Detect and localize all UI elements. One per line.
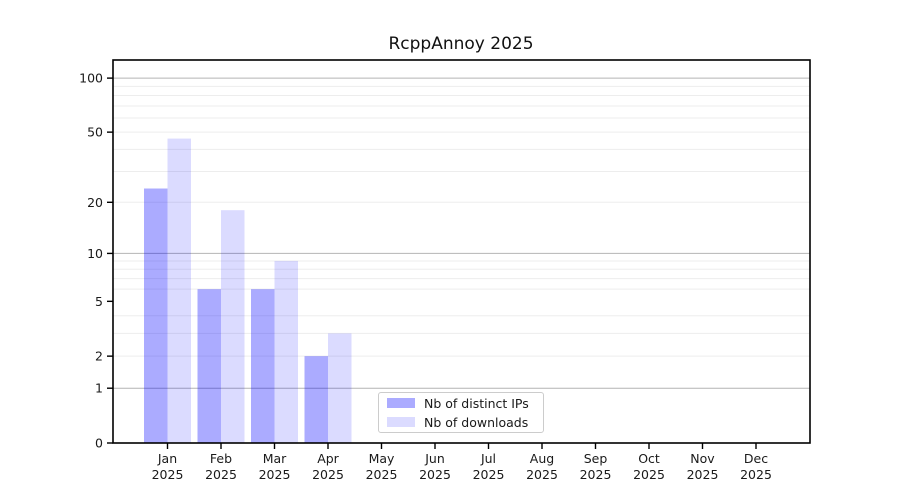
legend-label-distinct-ips: Nb of distinct IPs (424, 395, 529, 411)
y-tick-label: 0 (95, 436, 103, 451)
legend-label-downloads: Nb of downloads (424, 414, 529, 430)
x-tick-label-month: Oct (638, 451, 660, 466)
chart-legend: Nb of distinct IPs Nb of downloads (378, 392, 544, 433)
y-tick-label: 20 (87, 195, 103, 210)
x-tick-label-year: 2025 (473, 467, 505, 482)
x-tick-label-year: 2025 (366, 467, 398, 482)
x-tick-label-year: 2025 (152, 467, 184, 482)
x-tick-label-month: Jan (157, 451, 177, 466)
x-tick-label-month: Jul (480, 451, 496, 466)
y-tick-label: 5 (95, 294, 103, 309)
x-tick-label-year: 2025 (526, 467, 558, 482)
y-tick-label: 1 (95, 381, 103, 396)
bar-feb-series1 (221, 210, 245, 443)
x-tick-label-month: Jun (424, 451, 445, 466)
x-tick-label-year: 2025 (312, 467, 344, 482)
plot-border (112, 59, 811, 444)
x-tick-label-year: 2025 (633, 467, 665, 482)
x-tick-label-year: 2025 (740, 467, 772, 482)
x-tick-label-month: Mar (263, 451, 287, 466)
y-tick-label: 2 (95, 349, 103, 364)
x-tick-label-month: Sep (584, 451, 608, 466)
legend-swatch-downloads (387, 417, 415, 427)
y-tick-label: 50 (87, 125, 103, 140)
x-tick-label-year: 2025 (687, 467, 719, 482)
legend-row-distinct-ips: Nb of distinct IPs (387, 396, 543, 411)
x-tick-label-year: 2025 (259, 467, 291, 482)
x-tick-label-year: 2025 (580, 467, 612, 482)
x-tick-label-month: Apr (317, 451, 339, 466)
bar-mar-series0 (251, 289, 275, 443)
x-tick-label-month: Dec (744, 451, 768, 466)
legend-swatch-distinct-ips (387, 398, 415, 408)
x-tick-label-month: Nov (690, 451, 715, 466)
x-tick-label-year: 2025 (419, 467, 451, 482)
bar-feb-series0 (197, 289, 221, 443)
x-tick-label-month: Feb (210, 451, 232, 466)
chart-title: RcppAnnoy 2025 (388, 34, 534, 54)
x-tick-label-month: Aug (530, 451, 554, 466)
bar-apr-series1 (328, 333, 352, 443)
y-tick-label: 10 (87, 246, 103, 261)
bar-mar-series1 (274, 260, 298, 443)
y-tick-label: 100 (79, 71, 103, 86)
legend-row-downloads: Nb of downloads (387, 415, 543, 430)
bar-apr-series0 (304, 356, 328, 443)
bar-jan-series1 (167, 138, 191, 443)
x-tick-label-year: 2025 (205, 467, 237, 482)
x-tick-label-month: May (369, 451, 395, 466)
bar-jan-series0 (144, 188, 168, 443)
